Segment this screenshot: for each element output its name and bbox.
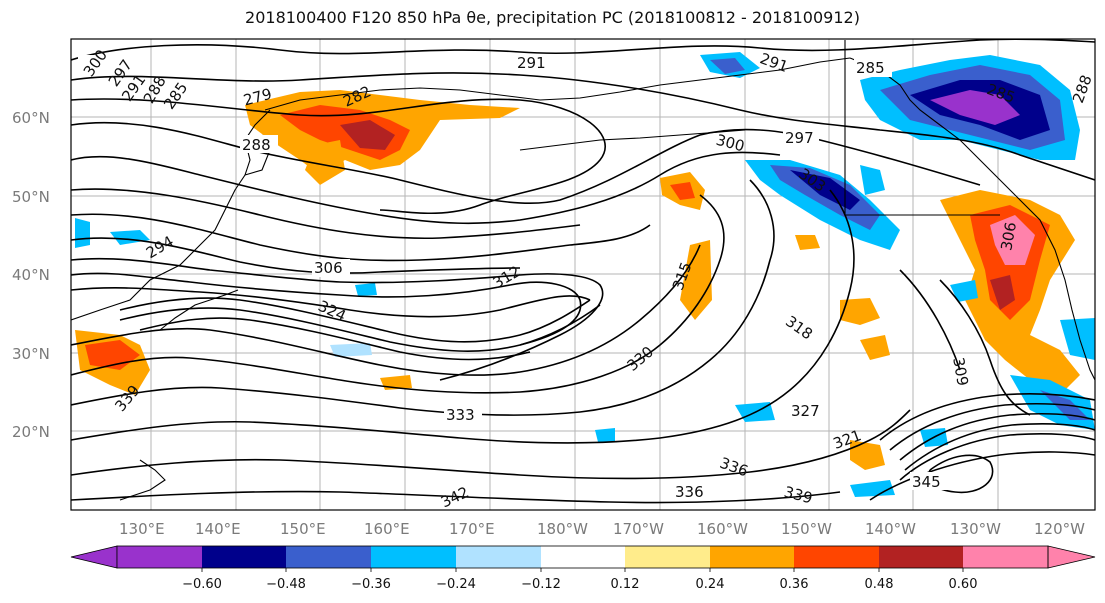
- lat-label-20n: 20°N: [12, 423, 50, 441]
- colorbar-tick: −0.24: [436, 577, 476, 592]
- colorbar-bin: [879, 546, 963, 568]
- lon-label: 170°W: [613, 520, 664, 538]
- colorbar: −0.60 −0.48 −0.36 −0.24 −0.12 0.12 0.24 …: [70, 545, 1096, 592]
- colorbar-bin: [541, 546, 625, 568]
- map-frame: [70, 38, 1096, 511]
- colorbar-tick: 0.48: [865, 577, 894, 592]
- lon-label: 160°E: [364, 520, 410, 538]
- colorbar-bin: [710, 546, 794, 568]
- lon-label: 170°E: [449, 520, 495, 538]
- colorbar-tick: −0.12: [521, 577, 561, 592]
- colorbar-tick: −0.48: [266, 577, 306, 592]
- colorbar-bin: [794, 546, 879, 568]
- colorbar-tick: 0.24: [696, 577, 725, 592]
- lon-label: 160°W: [697, 520, 748, 538]
- lat-label-50n: 50°N: [12, 188, 50, 206]
- colorbar-bin: [117, 546, 202, 568]
- lat-label-30n: 30°N: [12, 345, 50, 363]
- precip-shading: [75, 52, 1095, 497]
- lon-label: 150°E: [280, 520, 326, 538]
- contour-label: 327: [791, 402, 820, 420]
- lon-label: 180°W: [537, 520, 588, 538]
- map-plot-area: 300 297 291 288 285 282 279 288 291 297 …: [71, 39, 1095, 510]
- colorbar-bin: [371, 546, 456, 568]
- contour-label: 333: [446, 406, 475, 424]
- contour-label: 306: [314, 259, 343, 277]
- colorbar-extend-high: [1047, 545, 1096, 569]
- colorbar-bin: [202, 546, 286, 568]
- lon-label: 140°W: [865, 520, 916, 538]
- colorbar-tick: 0.12: [611, 577, 640, 592]
- lon-label: 120°W: [1034, 520, 1085, 538]
- colorbar-tick: −0.36: [351, 577, 391, 592]
- colorbar-bin: [625, 546, 710, 568]
- colorbar-bin: [456, 546, 541, 568]
- latitude-labels: 60°N 50°N 40°N 30°N 20°N: [12, 109, 50, 441]
- contour-label: 306: [997, 221, 1020, 252]
- contour-label: 288: [242, 136, 271, 154]
- lon-label: 150°W: [781, 520, 832, 538]
- contour-label: 345: [912, 473, 941, 491]
- contour-label: 297: [785, 129, 814, 147]
- colorbar-bin: [963, 546, 1048, 568]
- lon-label: 130°W: [950, 520, 1001, 538]
- contour-labels: 300 297 291 288 285 282 279 288 291 297 …: [78, 46, 1095, 510]
- colorbar-tick: 0.36: [780, 577, 809, 592]
- lon-label: 130°E: [119, 520, 165, 538]
- lon-label: 140°E: [195, 520, 241, 538]
- map-title: 2018100400 F120 850 hPa θe, precipitatio…: [245, 8, 860, 27]
- contour-label: 309: [949, 356, 972, 387]
- colorbar-tick: −0.60: [182, 577, 222, 592]
- colorbar-bin: [286, 546, 371, 568]
- colorbar-extend-low: [70, 545, 118, 569]
- lat-label-60n: 60°N: [12, 109, 50, 127]
- colorbar-tick: 0.60: [949, 577, 978, 592]
- contour-label: 336: [675, 483, 704, 501]
- contour-label: 285: [856, 59, 885, 77]
- theta-e-contours: [71, 39, 1095, 504]
- longitude-labels: 130°E 140°E 150°E 160°E 170°E 180°W 170°…: [119, 520, 1085, 538]
- contour-label: 291: [517, 54, 546, 72]
- lat-label-40n: 40°N: [12, 266, 50, 284]
